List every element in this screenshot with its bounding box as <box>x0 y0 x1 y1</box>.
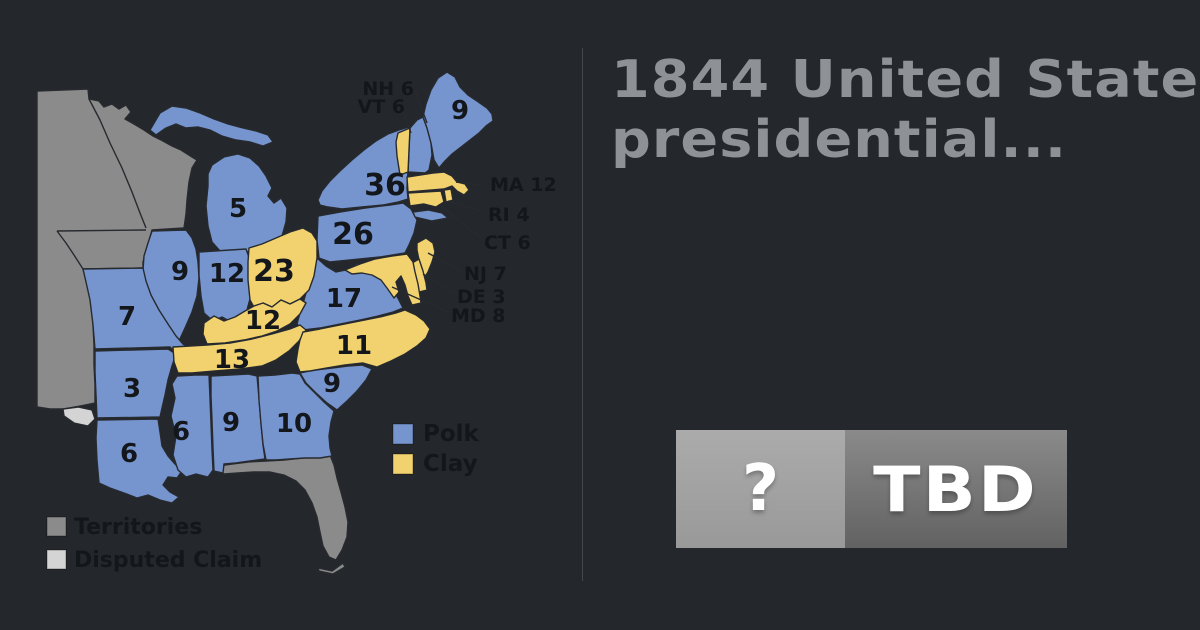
result-badge-text: TBD <box>873 452 1039 526</box>
result-badge-portrait-placeholder: ? <box>676 430 845 548</box>
florida-keys <box>317 562 346 575</box>
vote-label-me: 9 <box>451 96 469 126</box>
page-title-line1: 1844 United States <box>611 50 1200 110</box>
state-tennessee <box>172 324 307 374</box>
territory-west <box>36 88 198 410</box>
callout-line-nj <box>427 252 462 272</box>
question-mark-icon: ? <box>741 452 780 526</box>
callout-line-ma <box>455 181 484 186</box>
vote-label-ms: 6 <box>172 417 190 447</box>
vote-label-ar: 3 <box>123 374 141 404</box>
callout-label-de: DE 3 <box>457 286 506 308</box>
territory-inner-border-iowa <box>56 229 147 270</box>
callout-line-ct <box>440 205 482 239</box>
state-mississippi <box>170 374 214 478</box>
vote-label-ky: 12 <box>245 306 281 336</box>
vote-label-oh: 23 <box>253 254 295 289</box>
vote-label-ga: 10 <box>276 409 312 439</box>
legend-label-clay: Clay <box>423 451 478 477</box>
legend-swatch-disputed <box>46 549 67 570</box>
legend-label-territories: Territories <box>74 515 202 540</box>
disputed-claim-region <box>62 406 96 427</box>
vote-label-mi: 5 <box>229 194 247 224</box>
state-rhode-island <box>443 188 454 203</box>
state-south-carolina <box>299 364 373 411</box>
vote-label-ny: 36 <box>364 168 406 203</box>
legend-label-polk: Polk <box>423 421 480 447</box>
long-island <box>412 209 449 222</box>
callout-line-md <box>391 286 449 313</box>
state-connecticut <box>407 190 445 208</box>
vertical-divider <box>582 48 583 581</box>
callout-line-de <box>422 273 455 294</box>
state-louisiana <box>95 418 183 504</box>
callout-label-ct: CT 6 <box>484 232 531 254</box>
callout-line-ri <box>447 200 485 213</box>
vote-label-al: 9 <box>222 408 240 438</box>
callout-lines <box>391 89 485 313</box>
state-michigan-upper <box>149 105 274 147</box>
vote-label-il: 9 <box>171 257 189 287</box>
state-ohio <box>247 227 318 310</box>
page-title-line2: presidential... <box>611 110 1068 170</box>
callout-label-ma: MA 12 <box>490 174 557 196</box>
state-florida <box>217 454 349 561</box>
state-maine <box>422 71 494 169</box>
state-vote-labels: 9 36 5 26 23 12 9 7 12 17 13 11 3 6 9 10… <box>118 96 469 469</box>
map-legend: Polk Clay Territories Disputed Claim <box>46 421 480 573</box>
vote-label-sc: 9 <box>323 369 341 399</box>
legend-swatch-clay <box>392 453 414 475</box>
legend-swatch-territories <box>46 516 67 537</box>
callout-labels: NH 6 VT 6 MA 12 RI 4 CT 6 NJ 7 DE 3 MD 8 <box>358 78 557 327</box>
legend-swatch-polk <box>392 423 414 445</box>
electoral-map: 9 36 5 26 23 12 9 7 12 17 13 11 3 6 9 10… <box>36 71 557 575</box>
result-badge: ? TBD <box>676 430 1067 548</box>
state-michigan <box>205 153 288 253</box>
vote-label-nc: 11 <box>336 331 372 361</box>
vote-label-mo: 7 <box>118 302 136 332</box>
callout-line-vt <box>402 111 412 134</box>
result-badge-value-box: TBD <box>845 430 1067 548</box>
state-pennsylvania <box>316 202 418 263</box>
callout-label-ri: RI 4 <box>488 204 530 226</box>
callout-label-vt: VT 6 <box>358 96 406 118</box>
legend-label-disputed: Disputed Claim <box>74 548 262 573</box>
vote-label-tn: 13 <box>214 345 250 375</box>
state-maryland <box>344 253 422 306</box>
vote-label-pa: 26 <box>332 217 374 252</box>
state-massachusetts <box>406 171 470 196</box>
callout-line-nh <box>414 89 428 124</box>
state-alabama <box>210 373 266 474</box>
callout-label-nh: NH 6 <box>362 78 414 100</box>
page-title: 1844 United States presidential... <box>611 50 1200 170</box>
vote-label-la: 6 <box>120 439 138 469</box>
callout-label-nj: NJ 7 <box>464 263 507 285</box>
vote-label-in: 12 <box>209 259 245 289</box>
callout-label-md: MD 8 <box>451 305 506 327</box>
territory-inner-border-mn-wi <box>88 98 147 229</box>
vote-label-va: 17 <box>326 284 362 314</box>
state-kentucky <box>202 298 307 345</box>
state-north-carolina <box>295 309 431 373</box>
